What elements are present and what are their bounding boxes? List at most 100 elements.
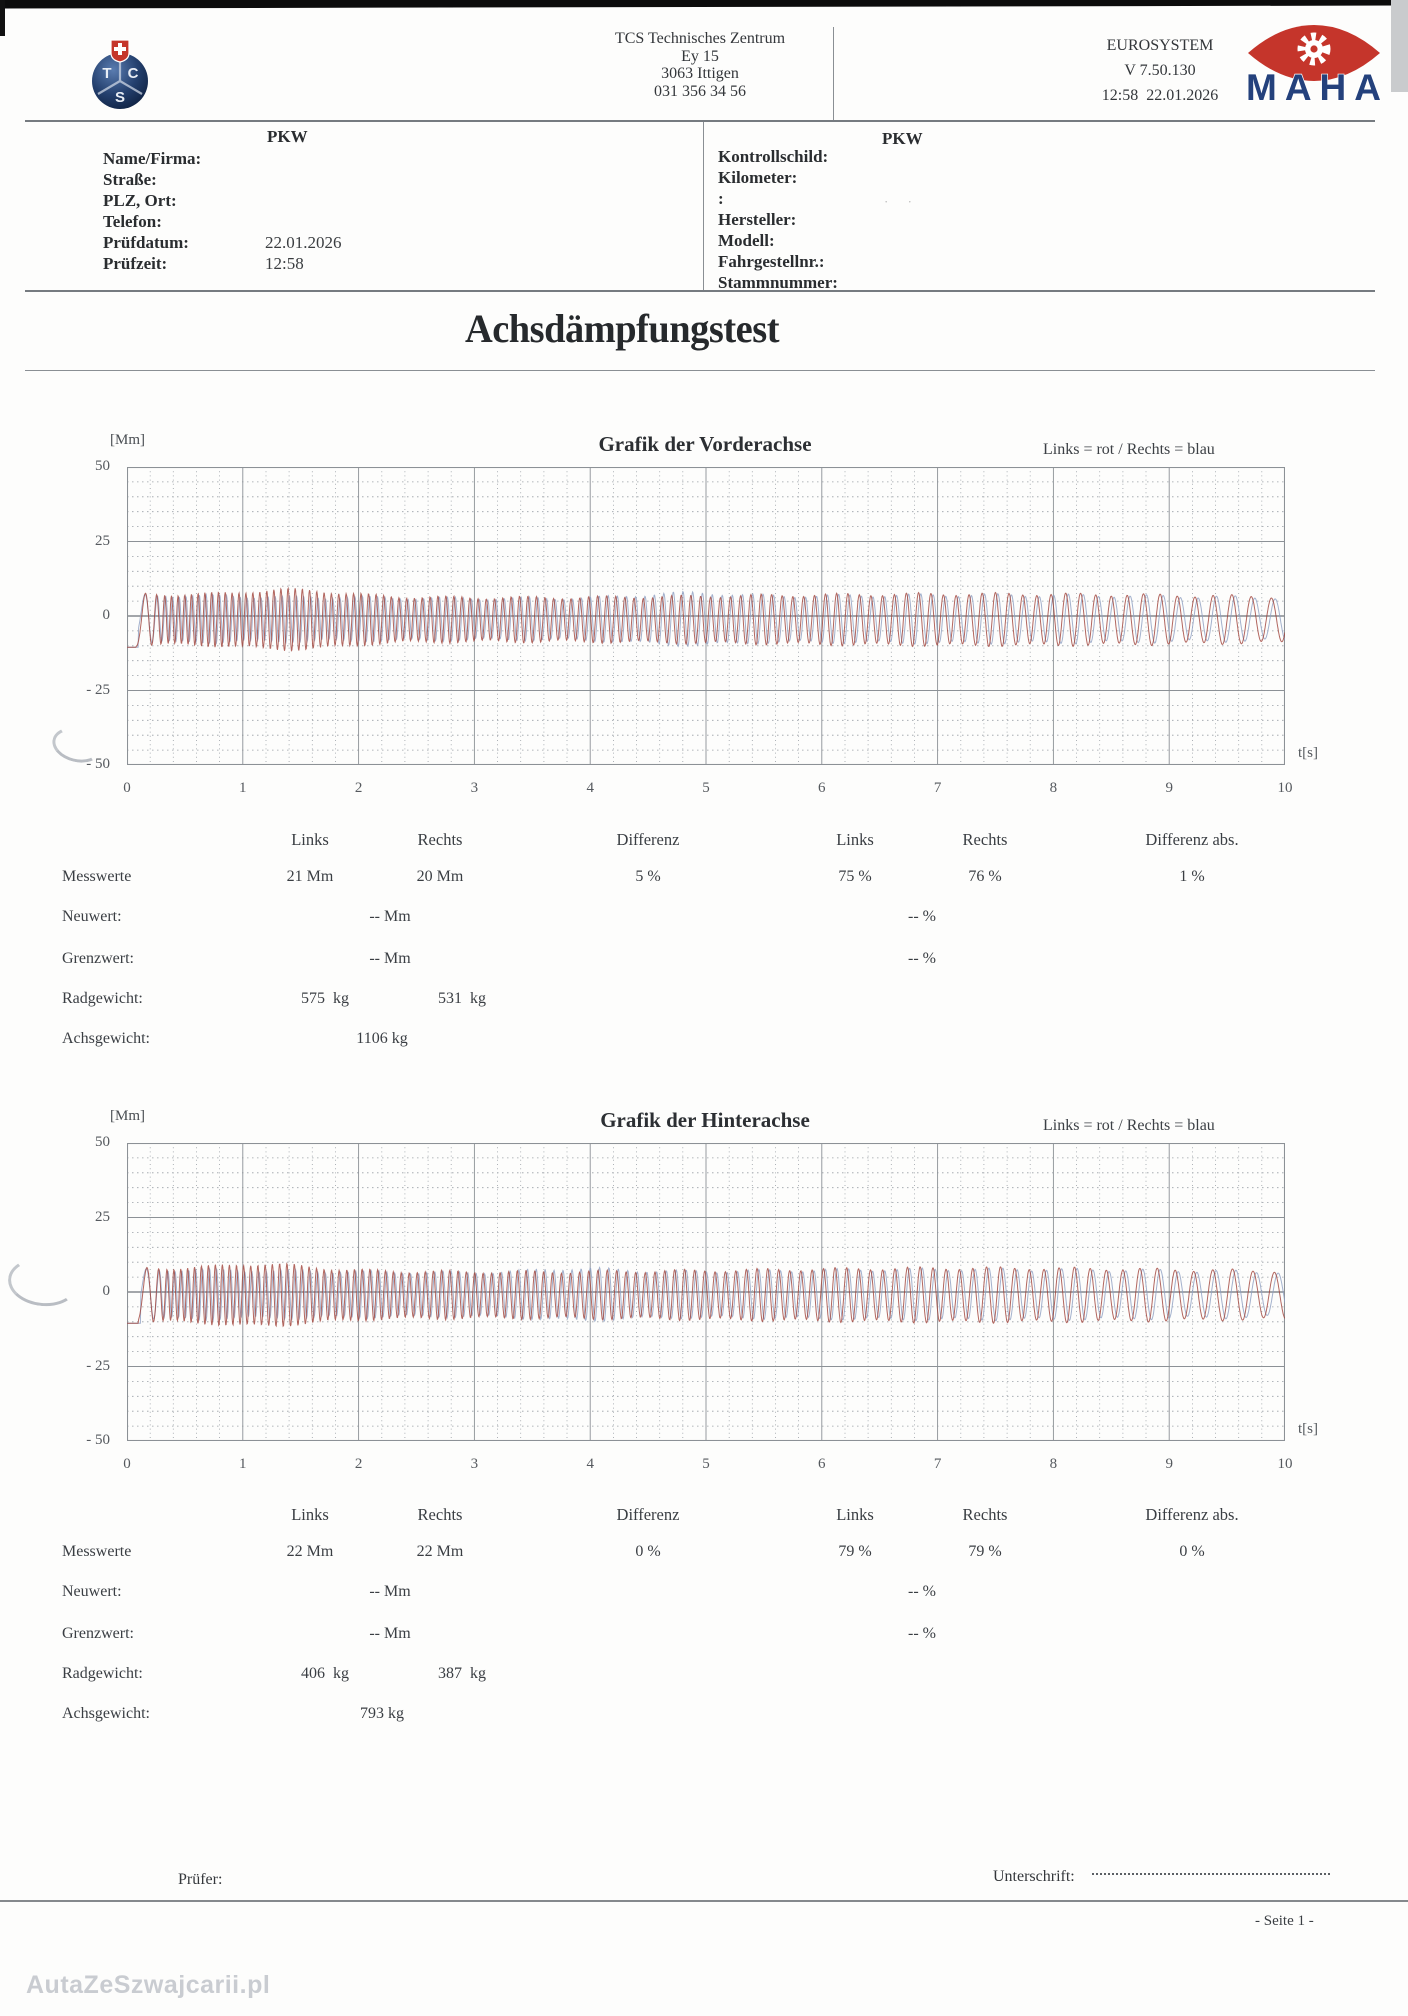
result-column-header: Rechts [417,1505,463,1524]
x-tick-label: 8 [1049,780,1058,796]
trace-rechts [127,1266,1286,1324]
form-field-label: Telefon: [103,212,162,231]
result-value: 20 Mm [416,868,464,885]
result-column-header: Links [291,1505,329,1524]
result-column-header: Differenz [616,830,680,849]
y-tick-label: 50 [95,458,110,474]
result-row-label: Messwerte [62,868,132,885]
result-value: 531 kg [438,990,486,1007]
form-bottom-rule [25,290,1375,292]
pruefer-label: Prüfer: [178,1871,223,1888]
result-column-header: Rechts [962,1505,1008,1524]
result-column-header: Links [836,830,874,849]
x-tick-label: 10 [1277,1456,1293,1472]
form-field-row: Prüfzeit: 12:58 [103,254,663,275]
oscillation-plot [126,466,1286,766]
trace-links [127,1262,1286,1328]
system-line: 12:58 22.01.2026 [1101,87,1219,104]
result-row-label: Messwerte [62,1543,132,1560]
result-value: 793 kg [360,1705,404,1722]
form-field-row: Kilometer: [718,168,1278,189]
result-value: 21 Mm [286,868,334,885]
form-field-label: Prüfzeit: [103,254,168,273]
result-value: -- % [908,1625,936,1642]
form-field-label: PLZ, Ort: [103,191,177,210]
y-tick-label: 50 [95,1134,110,1150]
y-tick-label: 0 [102,607,111,623]
maha-gear-icon [1297,32,1331,66]
result-column-header: Differenz abs. [1145,1505,1239,1524]
chart-legend: Links = rot / Rechts = blau [1043,1117,1215,1134]
x-tick-label: 4 [586,1456,594,1472]
x-tick-label: 6 [818,1456,826,1472]
result-row-label: Achsgewicht: [62,1030,150,1047]
y-tick-label: 25 [95,532,110,549]
tcs-shield-icon [110,39,130,63]
result-value: 0 % [635,1543,661,1560]
result-value: 76 % [968,868,1002,885]
svg-text:C: C [128,65,139,82]
x-tick-label: 3 [470,1456,479,1472]
x-tick-label: 3 [470,780,479,796]
header-divider [833,27,834,120]
result-value: -- % [908,1583,936,1600]
form-field-row: PLZ, Ort: [103,191,663,212]
station-line: 3063 Ittigen [661,65,739,82]
x-tick-label: 6 [818,780,826,796]
x-tick-label: 1 [239,780,247,796]
document-title: Achsdämpfungstest [464,306,780,351]
form-field-label: Fahrgestellnr.: [718,252,825,271]
scan-top-bar [0,0,1408,9]
result-value: 79 % [838,1543,872,1560]
result-value: 1106 kg [356,1030,408,1047]
x-tick-label: 2 [354,1456,363,1472]
x-tick-label: 2 [354,780,363,796]
x-tick-label: 9 [1165,780,1173,796]
form-field-label: : [718,189,724,208]
result-column-header: Rechts [962,830,1008,849]
form-left-title: PKW [267,127,308,146]
result-row-label: Neuwert: [62,908,122,925]
result-row-label: Radgewicht: [62,1665,143,1682]
x-tick-label: 4 [586,780,594,796]
scan-left-edge [0,0,5,36]
page-number: - Seite 1 - [1255,1913,1314,1929]
form-field-label: Hersteller: [718,210,797,229]
form-field-row: Stammnummer: [718,273,1278,294]
result-row-label: Achsgewicht: [62,1705,150,1722]
scan-corner-shadow [1391,0,1408,92]
result-value: 5 % [635,868,661,885]
header-rule [25,120,1375,122]
form-right-title: PKW [882,129,923,148]
scan-noise-dots: · · [884,194,920,209]
form-field-value: 22.01.2026 [265,233,342,252]
result-column-header: Differenz abs. [1145,830,1239,849]
result-value: -- % [908,950,936,967]
y-tick-label: - 50 [86,1432,110,1448]
form-field-row: : [718,189,1278,210]
result-value: -- Mm [369,908,411,925]
result-row-label: Neuwert: [62,1583,122,1600]
form-field-row: Name/Firma: [103,149,663,170]
x-tick-label: 5 [702,1456,710,1472]
result-column-header: Differenz [616,1505,680,1524]
form-field-row: Modell: [718,231,1278,252]
x-tick-label: 1 [239,1456,247,1472]
chart-title: Grafik der Vorderachse [598,432,812,456]
form-field-row: Kontrollschild: [718,147,1278,168]
result-value: 406 kg [301,1665,349,1682]
form-field-label: Straße: [103,170,157,189]
form-field-label: Kilometer: [718,168,798,187]
svg-text:T: T [102,65,111,82]
result-value: 1 % [1179,868,1205,885]
unterschrift-label: Unterschrift: [993,1868,1075,1885]
result-value: 0 % [1179,1543,1205,1560]
station-line: 031 356 34 56 [654,82,746,100]
footer-rule [0,1900,1408,1902]
result-value: -- Mm [369,1583,411,1600]
form-field-label: Kontrollschild: [718,147,829,166]
signature-dotted-line [1092,1872,1330,1875]
tcs-logo: T C S [92,39,148,109]
result-row-label: Grenzwert: [62,950,134,967]
result-value: 575 kg [301,990,349,1007]
